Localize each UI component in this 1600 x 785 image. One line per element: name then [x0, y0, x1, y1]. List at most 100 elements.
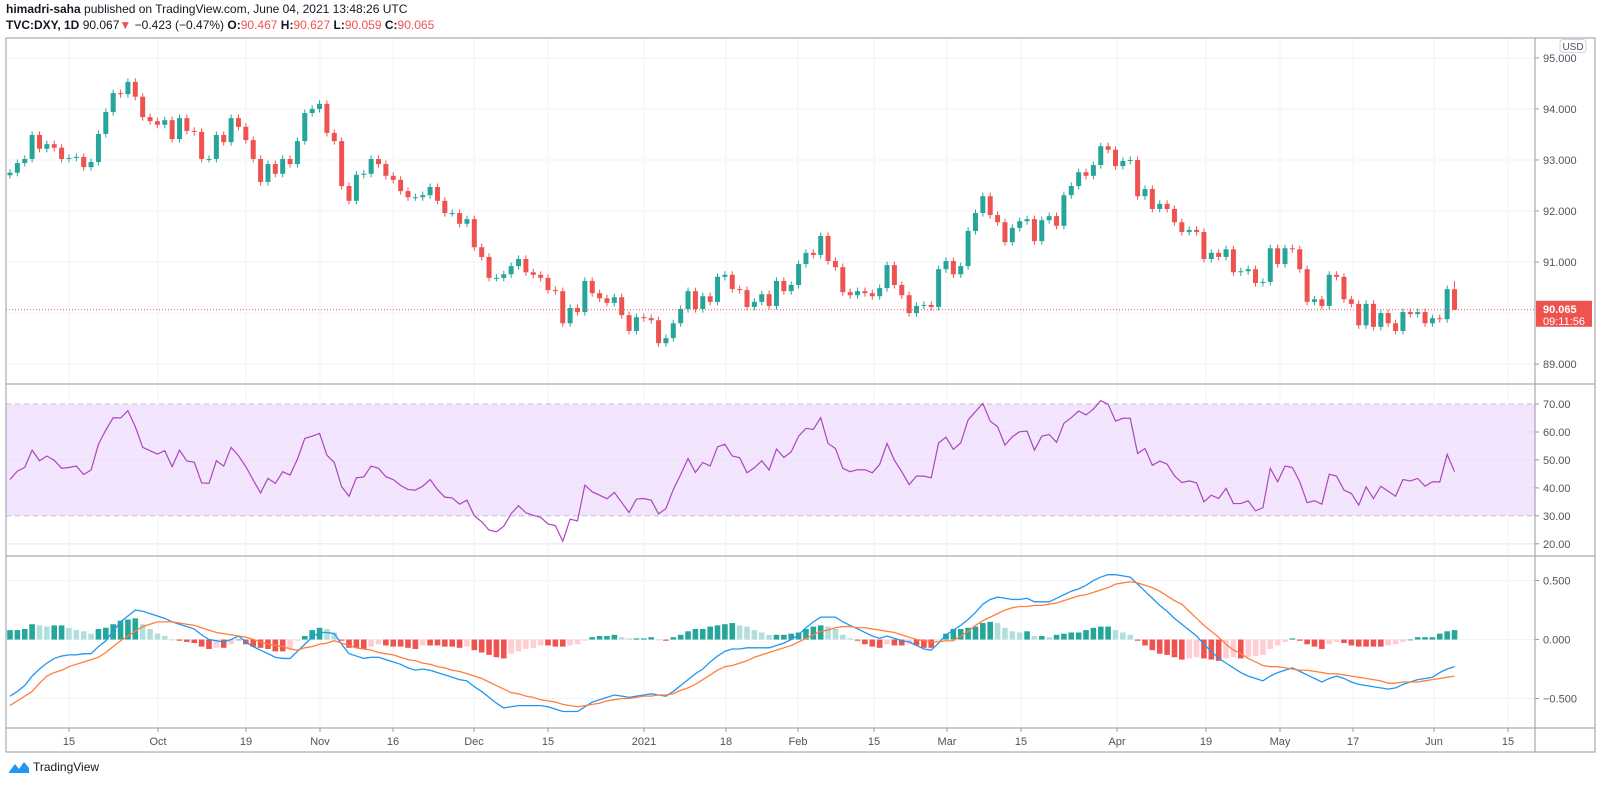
macd-histogram-bar	[699, 628, 706, 640]
candle-body	[611, 297, 617, 303]
macd-histogram-bar	[1348, 639, 1355, 646]
chart-frame	[5, 37, 1596, 753]
candle-body	[243, 126, 249, 141]
candle-body	[420, 195, 426, 198]
tradingview-logo-icon	[9, 762, 29, 773]
macd-histogram-bar	[1053, 634, 1060, 640]
candle-body	[412, 197, 418, 199]
candle-body	[803, 252, 809, 265]
candle	[81, 153, 87, 171]
candle-body	[1098, 146, 1104, 166]
candle	[154, 117, 160, 129]
candle-body	[118, 93, 124, 95]
candle-body	[51, 144, 57, 148]
candle-body	[1002, 222, 1008, 243]
macd-histogram-bar	[117, 620, 124, 640]
macd-histogram-bar	[500, 639, 507, 659]
candle	[1304, 265, 1310, 306]
time-axis-label: 17	[1347, 736, 1359, 748]
candle-body	[184, 118, 190, 131]
macd-histogram-bar	[729, 623, 736, 640]
candle	[914, 302, 920, 317]
candle-body	[707, 296, 713, 302]
macd-histogram-bar	[493, 639, 500, 658]
macd-histogram-bar	[685, 631, 691, 640]
candle	[88, 158, 94, 171]
macd-histogram-bar	[574, 639, 581, 645]
candle-body	[1061, 195, 1067, 226]
candle-body	[1127, 159, 1133, 161]
time-axis-label: 15	[1502, 736, 1514, 748]
candle	[22, 155, 28, 167]
candle	[36, 131, 42, 153]
candle	[272, 160, 278, 178]
candle-body	[1429, 318, 1435, 324]
candle	[810, 249, 816, 259]
candle-body	[250, 140, 256, 159]
candle	[66, 154, 72, 163]
macd-histogram-bar	[1422, 637, 1428, 640]
candle	[626, 311, 632, 335]
candle-body	[405, 191, 411, 198]
candle	[987, 192, 993, 219]
candle	[59, 144, 65, 163]
candle	[486, 253, 492, 282]
macd-histogram-bar	[1237, 639, 1244, 659]
candle	[1348, 295, 1354, 308]
macd-histogram-bar	[1223, 639, 1229, 659]
candle	[825, 232, 831, 265]
candle	[449, 209, 455, 217]
macd-histogram-bar	[95, 628, 102, 640]
author-name[interactable]: himadri-saha	[6, 2, 81, 16]
macd-histogram-bar	[869, 639, 876, 647]
macd-histogram-bar	[1267, 639, 1274, 649]
candle-body	[995, 215, 1001, 223]
candle-body	[346, 186, 352, 201]
candle-body	[656, 320, 662, 344]
candle-body	[1282, 248, 1288, 265]
macd-histogram-bar	[1142, 639, 1148, 646]
candle	[213, 131, 219, 163]
candle	[530, 268, 536, 279]
macd-histogram-bar	[913, 639, 920, 646]
macd-histogram-bar	[132, 618, 139, 640]
macd-histogram-bar	[803, 628, 809, 640]
candle-body	[914, 305, 920, 314]
candle-body	[1171, 208, 1177, 223]
time-axis-label: May	[1270, 736, 1291, 748]
candle-body	[678, 308, 684, 324]
candle	[1098, 142, 1104, 169]
macd-histogram-bar	[677, 634, 684, 640]
macd-histogram-bar	[449, 639, 455, 647]
candle	[1230, 245, 1236, 276]
macd-histogram-bar	[1304, 639, 1310, 645]
candle-body	[1223, 249, 1229, 257]
macd-histogram-bar	[206, 639, 212, 649]
candle-body	[943, 261, 949, 270]
candle-body	[1120, 160, 1126, 167]
candle	[803, 249, 809, 268]
candle-body	[877, 288, 883, 297]
open-label: O:	[227, 18, 241, 32]
candle	[1326, 271, 1332, 310]
candle-body	[280, 158, 286, 174]
macd-histogram-bar	[751, 630, 758, 640]
candle-body	[1054, 216, 1060, 226]
axis-label: 92.000	[1543, 206, 1577, 218]
macd-histogram-bar	[397, 639, 404, 647]
macd-histogram-bar	[220, 639, 227, 648]
candle	[1090, 161, 1096, 180]
macd-histogram-bar	[147, 628, 153, 640]
macd-histogram-bar	[1179, 639, 1185, 660]
candle-body	[855, 291, 861, 296]
candle	[405, 187, 411, 201]
candle	[73, 153, 79, 162]
macd-histogram-bar	[921, 639, 927, 648]
candle	[670, 319, 676, 342]
candle-body	[567, 307, 573, 324]
macd-histogram-bar	[1031, 636, 1038, 640]
tradingview-logo[interactable]: TradingView	[8, 760, 99, 774]
time-axis-label: 15	[1015, 736, 1027, 748]
candle	[552, 286, 558, 295]
